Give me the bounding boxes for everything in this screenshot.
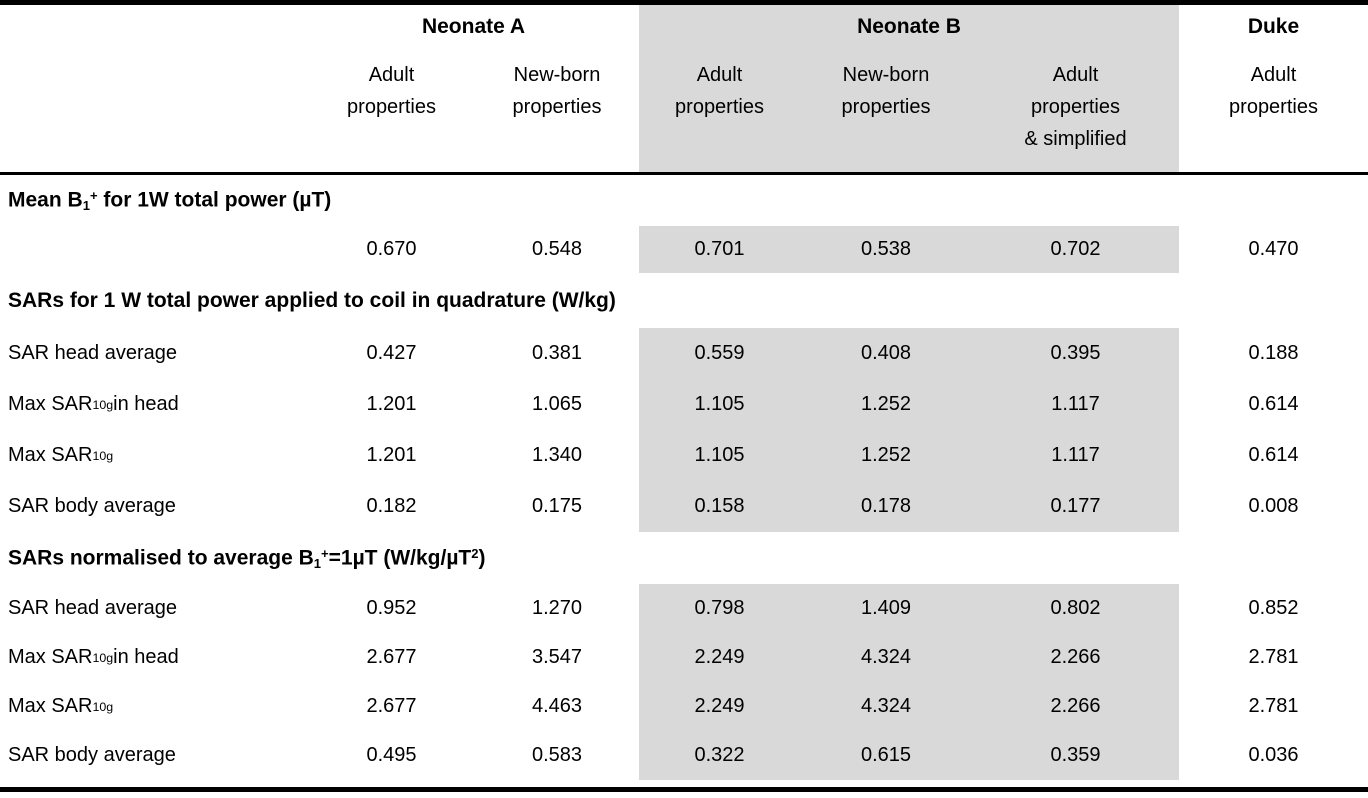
value-cell: 0.852	[1248, 597, 1299, 619]
value-cell: 2.677	[366, 646, 417, 668]
blank-cell	[0, 48, 308, 172]
value-cell: 0.538	[800, 226, 972, 273]
row-label: Max SAR 10g in head	[8, 393, 179, 415]
value-cell: 2.249	[639, 682, 800, 731]
table-row-sar-body-average-norm: SAR body average 0.495 0.583 0.322 0.615…	[0, 731, 1368, 780]
header-rule	[0, 172, 1368, 175]
value-cell: 2.266	[972, 633, 1179, 682]
value-cell: 0.359	[972, 731, 1179, 780]
value-cell: 1.270	[531, 597, 583, 619]
value-cell: 0.158	[639, 481, 800, 532]
value-cell: 4.463	[531, 695, 583, 717]
value-cell: 1.252	[800, 379, 972, 430]
value-cell: 0.178	[800, 481, 972, 532]
value-cell: 0.188	[1248, 342, 1299, 364]
column-header-row: Adult properties New-born properties Adult…	[0, 48, 1368, 172]
value-cell: 1.252	[800, 430, 972, 481]
section-header-row-sar-1w: SARs for 1 W total power applied to coil…	[0, 273, 1368, 328]
value-cell: 0.615	[800, 731, 972, 780]
table-row-mean-b1: 0.670 0.548 0.701 0.538 0.702 0.470	[0, 226, 1368, 273]
value-cell: 2.249	[639, 633, 800, 682]
value-cell: 3.547	[531, 646, 583, 668]
value-cell: 0.381	[531, 342, 583, 364]
value-cell: 4.324	[800, 682, 972, 731]
value-cell: 0.798	[639, 584, 800, 633]
value-cell: 2.677	[366, 695, 417, 717]
value-cell: 0.008	[1248, 495, 1299, 517]
value-cell: 0.470	[1248, 238, 1299, 260]
value-cell: 4.324	[800, 633, 972, 682]
value-cell: 0.036	[1248, 744, 1299, 766]
row-label: SAR head average	[8, 342, 178, 364]
corner-blank-cell	[0, 5, 308, 48]
row-label: Max SAR 10g in head	[8, 646, 179, 668]
group-header-neonate-b: Neonate B	[639, 5, 1179, 48]
value-cell: 0.427	[366, 342, 417, 364]
header-group-row: Neonate A Neonate B Duke	[0, 5, 1368, 48]
group-header-duke: Duke	[1247, 14, 1300, 38]
column-header-neonate-a-newborn: New-born properties	[512, 64, 602, 118]
section-header-row-sar-normalised: SARs normalised to average B1+=1µT (W/kg…	[0, 532, 1368, 584]
row-label: SAR body average	[8, 495, 176, 517]
value-cell: 0.177	[972, 481, 1179, 532]
value-cell: 1.409	[800, 584, 972, 633]
value-cell: 1.117	[972, 430, 1179, 481]
column-header-neonate-b-adult: Adult properties	[639, 48, 800, 172]
column-header-neonate-a-adult: Adult properties	[347, 64, 436, 118]
value-cell: 2.266	[972, 682, 1179, 731]
column-header-neonate-b-newborn: New-born properties	[800, 48, 972, 172]
section-header-row-mean-b1: Mean B1+ for 1W total power (µT)	[0, 175, 1368, 226]
value-cell: 0.322	[639, 731, 800, 780]
table-row-max-sar10g-in-head: Max SAR 10g in head 1.201 1.065 1.105 1.2…	[0, 379, 1368, 430]
value-cell: 0.408	[800, 328, 972, 379]
bottom-spacer	[0, 780, 1368, 787]
value-cell: 0.175	[531, 495, 583, 517]
section-header: SARs for 1 W total power applied to coil…	[8, 288, 616, 312]
row-label: SAR head average	[8, 597, 178, 619]
value-cell: 0.702	[972, 226, 1179, 273]
value-cell: 0.182	[366, 495, 417, 517]
value-cell: 0.802	[972, 584, 1179, 633]
table-row-sar-body-average: SAR body average 0.182 0.175 0.158 0.178…	[0, 481, 1368, 532]
value-cell: 1.105	[639, 430, 800, 481]
table-row-sar-head-average: SAR head average 0.427 0.381 0.559 0.408…	[0, 328, 1368, 379]
group-header-neonate-a: Neonate A	[421, 14, 526, 38]
value-cell: 1.117	[972, 379, 1179, 430]
value-cell: 0.548	[531, 238, 583, 260]
value-cell: 0.614	[1248, 393, 1299, 415]
value-cell: 0.614	[1248, 444, 1299, 466]
value-cell: 1.201	[366, 393, 417, 415]
table-bottom-border	[0, 787, 1368, 792]
table-top-border	[0, 0, 1368, 5]
column-header-duke-adult: Adult properties	[1229, 64, 1318, 118]
table-row-max-sar10g-in-head-norm: Max SAR 10g in head 2.677 3.547 2.249 4.3…	[0, 633, 1368, 682]
value-cell: 0.395	[972, 328, 1179, 379]
section-header: Mean B1+ for 1W total power (µT)	[8, 188, 332, 213]
value-cell: 2.781	[1248, 646, 1299, 668]
table-row-sar-head-average-norm: SAR head average 0.952 1.270 0.798 1.409…	[0, 584, 1368, 633]
value-cell: 0.952	[366, 597, 417, 619]
table-row-max-sar10g-norm: Max SAR 10g 2.677 4.463 2.249 4.324 2.266…	[0, 682, 1368, 731]
value-cell: 1.201	[366, 444, 417, 466]
value-cell: 0.701	[639, 226, 800, 273]
value-cell: 0.559	[639, 328, 800, 379]
section-header: SARs normalised to average B1+=1µT (W/kg…	[8, 545, 486, 571]
row-label	[0, 226, 308, 273]
row-label: SAR body average	[8, 744, 176, 766]
value-cell: 2.781	[1248, 695, 1299, 717]
table-row-max-sar10g: Max SAR 10g 1.201 1.340 1.105 1.252 1.117…	[0, 430, 1368, 481]
row-label: Max SAR 10g	[8, 695, 114, 717]
value-cell: 1.105	[639, 379, 800, 430]
value-cell: 0.583	[531, 744, 583, 766]
value-cell: 1.340	[531, 444, 583, 466]
value-cell: 0.670	[366, 238, 417, 260]
column-header-neonate-b-adult-simplified: Adult properties & simplified	[972, 48, 1179, 172]
value-cell: 0.495	[366, 744, 417, 766]
value-cell: 1.065	[531, 393, 583, 415]
row-label: Max SAR 10g	[8, 444, 114, 466]
